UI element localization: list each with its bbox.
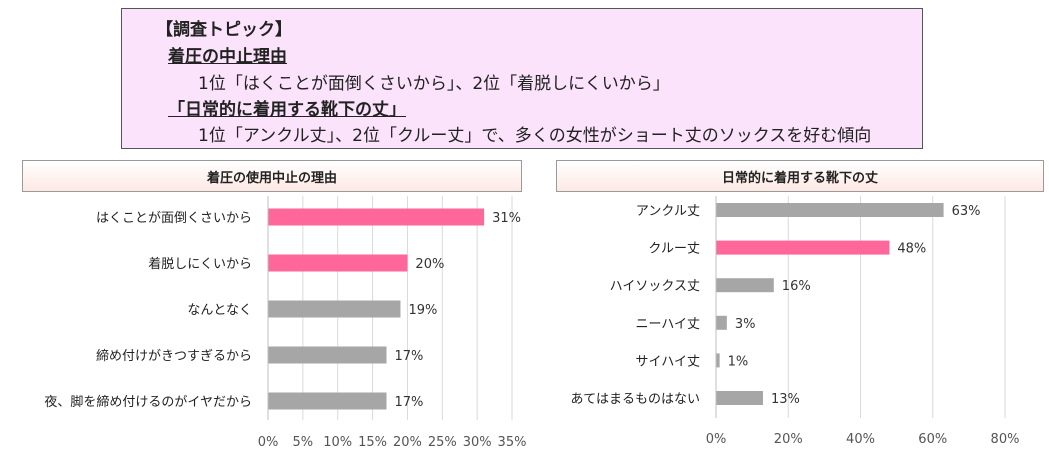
right-category-label: あてはまるものはない bbox=[571, 392, 700, 407]
left-tick-label: 35% bbox=[498, 435, 527, 450]
right-bar bbox=[716, 353, 720, 368]
left-bar bbox=[268, 300, 401, 318]
left-tick-label: 5% bbox=[293, 435, 314, 450]
right-bar bbox=[716, 278, 774, 293]
topic-section1-title: 着圧の中止理由 bbox=[168, 47, 287, 67]
left-tick-label: 10% bbox=[323, 435, 352, 450]
left-category-label: 締め付けがきつすぎるから bbox=[96, 348, 252, 364]
left-tick-label: 30% bbox=[463, 435, 492, 450]
left-value-label: 31% bbox=[492, 211, 521, 226]
left-value-label: 17% bbox=[395, 395, 424, 410]
left-value-label: 19% bbox=[408, 303, 437, 318]
left-tick-label: 15% bbox=[358, 435, 387, 450]
right-category-label: サイハイ丈 bbox=[636, 354, 700, 369]
topic-heading: 【調査トピック】 bbox=[156, 20, 292, 40]
right-tick-label: 40% bbox=[846, 432, 875, 447]
right-tick-label: 20% bbox=[774, 432, 803, 447]
right-category-label: クルー丈 bbox=[648, 242, 700, 257]
right-value-label: 3% bbox=[735, 317, 756, 332]
right-value-label: 63% bbox=[952, 204, 981, 219]
left-tick-label: 0% bbox=[258, 435, 279, 450]
left-bar bbox=[268, 208, 485, 226]
left-category-label: はくことが面倒くさいから bbox=[96, 211, 252, 226]
right-bar bbox=[716, 391, 763, 405]
right-category-label: ニーハイ丈 bbox=[636, 317, 700, 332]
left-category-label: なんとなく bbox=[187, 303, 252, 318]
topic-box: 【調査トピック】 着圧の中止理由 1位「はくことが面倒くさいから」、2位「着脱し… bbox=[121, 8, 923, 149]
right-bar bbox=[716, 240, 890, 255]
topic-section2-line: 1位「アンクル丈」、2位「クルー丈」で、多くの女性がショート丈のソックスを好む傾… bbox=[198, 126, 872, 146]
right-tick-label: 60% bbox=[918, 432, 947, 447]
topic-section2-title: 「日常的に着用する靴下の丈」 bbox=[168, 100, 406, 120]
right-bar bbox=[716, 203, 944, 217]
right-tick-label: 80% bbox=[991, 432, 1020, 447]
right-value-label: 13% bbox=[771, 392, 800, 407]
right-category-label: ハイソックス丈 bbox=[610, 279, 700, 294]
left-tick-label: 25% bbox=[428, 435, 457, 450]
right-value-label: 16% bbox=[782, 279, 811, 294]
right-category-label: アンクル丈 bbox=[636, 204, 700, 219]
topic-section1-line: 1位「はくことが面倒くさいから」、2位「着脱しにくいから」 bbox=[198, 74, 670, 94]
left-tick-label: 20% bbox=[393, 435, 422, 450]
right-bar bbox=[716, 315, 727, 330]
left-bar bbox=[268, 254, 408, 272]
right-value-label: 1% bbox=[728, 354, 749, 369]
right-chart-title: 日常的に着用する靴下の丈 bbox=[556, 160, 1044, 192]
left-value-label: 20% bbox=[415, 257, 444, 272]
left-value-label: 17% bbox=[395, 349, 424, 364]
right-tick-label: 0% bbox=[706, 432, 727, 447]
left-bar bbox=[268, 346, 387, 364]
left-bar bbox=[268, 392, 387, 410]
left-chart-title: 着圧の使用中止の理由 bbox=[22, 160, 522, 192]
left-category-label: 夜、脚を締め付けるのがイヤだから bbox=[44, 394, 252, 410]
right-value-label: 48% bbox=[897, 242, 926, 257]
left-category-label: 着脱しにくいから bbox=[148, 256, 252, 272]
